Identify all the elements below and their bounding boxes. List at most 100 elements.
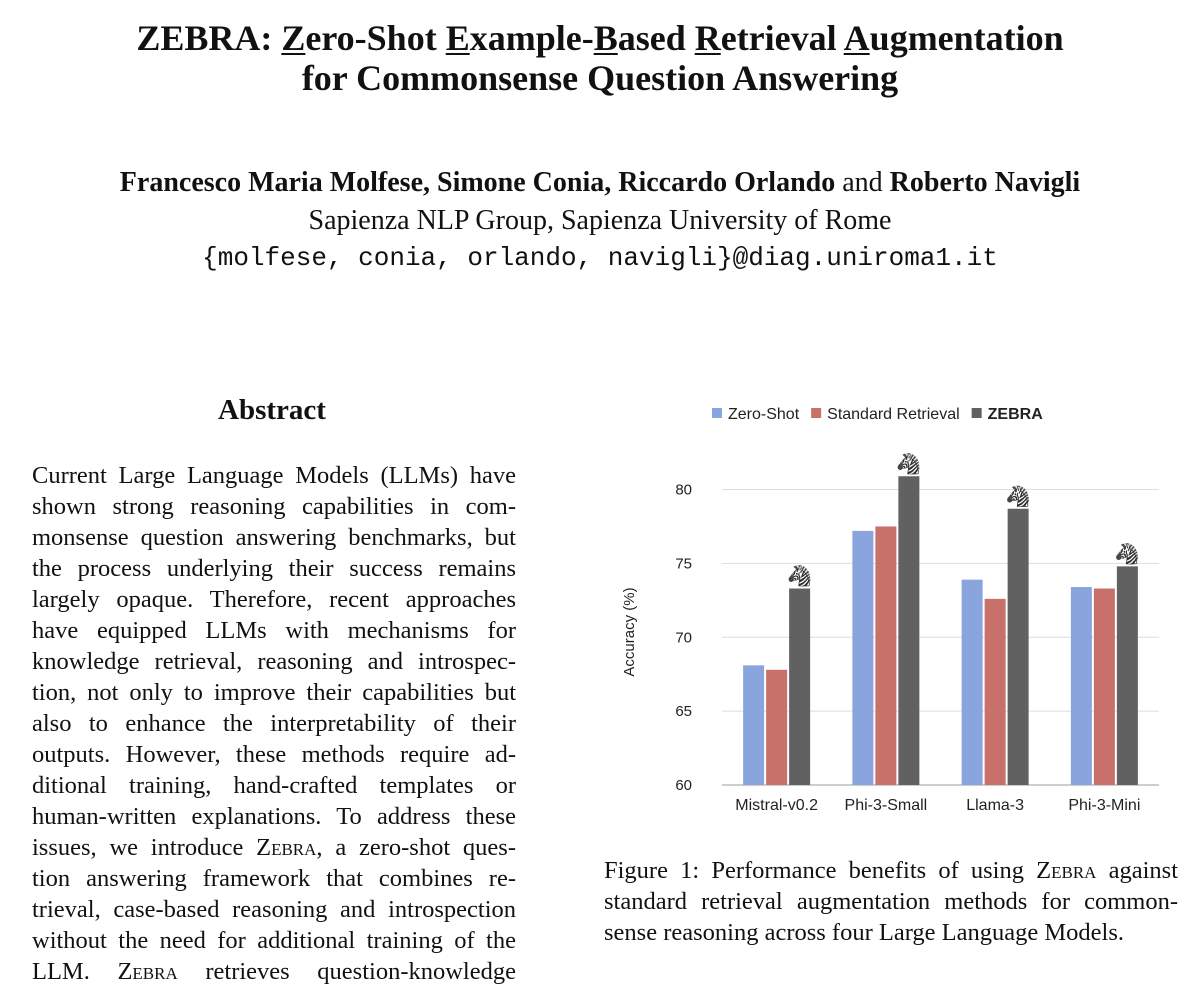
text-run: Figure 1: Performance benefits of using [604, 857, 1037, 884]
abstract-line: the process underlying their success rem… [32, 553, 516, 584]
legend-label: Standard Retrieval [827, 406, 960, 423]
text-run: ditional training, hand-crafted template… [32, 772, 516, 799]
y-axis-label: Accuracy (%) [621, 587, 638, 676]
bar-zebra [1007, 508, 1029, 785]
abstract-line: LLM. Zebra retrieves question-knowledge [32, 956, 516, 987]
text-run: shown strong reasoning capabilities in c… [32, 493, 516, 520]
authors-main: Francesco Maria Molfese, Simone Conia, R… [119, 167, 836, 198]
system-name: Zebra [256, 834, 317, 861]
abstract-line: shown strong reasoning capabilities in c… [32, 491, 516, 522]
text-run: monsense question answering benchmarks, … [32, 524, 516, 551]
y-tick-label: 65 [675, 703, 692, 720]
title-initial: R [694, 18, 721, 58]
abstract-line: have equipped LLMs with mechanisms for [32, 615, 516, 646]
text-run: without the need for additional training… [32, 927, 516, 954]
bar-zero-shot [852, 530, 874, 785]
bar-chart: 🦓 🦓 🦓 🦓 60 65 70 75 80 Mistral-v0.2 Phi-3-Small Ll… [621, 406, 1159, 814]
author-list: Francesco Maria Molfese, Simone Conia, R… [0, 165, 1200, 201]
x-tick-label: Mistral-v0.2 [735, 797, 818, 814]
text-run: retrieves question-knowledge [177, 958, 516, 985]
abstract-line: largely opaque. Therefore, recent approa… [32, 584, 516, 615]
title-segment: ugmentation [869, 18, 1064, 58]
paper-title: ZEBRA: Zero-Shot Example-Based Retrieval… [0, 18, 1200, 98]
abstract-line: outputs. However, these methods require … [32, 739, 516, 770]
bar-standard-retrieval [766, 669, 788, 785]
text-run: human-written explanations. To address t… [32, 803, 516, 830]
abstract-line: issues, we introduce Zebra, a zero-shot … [32, 832, 516, 863]
caption-line: Figure 1: Performance benefits of using … [604, 855, 1178, 886]
abstract-line: ditional training, hand-crafted template… [32, 770, 516, 801]
abstract-line: Current Large Language Models (LLMs) hav… [32, 460, 516, 491]
abstract-line: also to enhance the interpretability of … [32, 708, 516, 739]
bar-standard-retrieval [1093, 588, 1115, 785]
title-initial: Z [281, 18, 306, 58]
x-tick-label: Llama-3 [966, 797, 1024, 814]
legend-label: ZEBRA [988, 406, 1044, 423]
figure-caption: Figure 1: Performance benefits of using … [604, 855, 1178, 948]
figure-1: 🦓 🦓 🦓 🦓 60 65 70 75 80 Mistral-v0.2 Phi-3-Small Ll… [604, 400, 1184, 840]
y-tick-label: 70 [675, 629, 692, 646]
y-tick-label: 60 [675, 777, 692, 794]
text-run: have equipped LLMs with mechanisms for [32, 617, 516, 644]
bar-zebra [898, 476, 920, 785]
title-initial: A [843, 18, 870, 58]
text-run: tion, not only to improve their capabili… [32, 679, 516, 706]
text-run: issues, we introduce [32, 834, 257, 861]
text-run: also to enhance the interpretability of … [32, 710, 516, 737]
abstract-line: tion, not only to improve their capabili… [32, 677, 516, 708]
abstract-line: tion answering framework that combines r… [32, 863, 516, 894]
text-run: , a zero-shot ques- [316, 834, 516, 861]
text-run: the process underlying their success rem… [32, 555, 516, 582]
y-tick-label: 75 [675, 555, 692, 572]
y-tick-label: 80 [675, 482, 692, 499]
title-segment: ZEBRA: [136, 18, 282, 58]
text-run: knowledge retrieval, reasoning and intro… [32, 648, 516, 675]
legend-label: Zero-Shot [728, 406, 800, 423]
text-run: sense reasoning across four Large Langua… [604, 919, 1125, 946]
text-run: largely opaque. Therefore, recent approa… [32, 586, 516, 613]
affiliation: Sapienza NLP Group, Sapienza University … [308, 205, 892, 236]
text-run: against [1096, 857, 1178, 884]
zebra-icon: 🦓 [1115, 541, 1140, 565]
text-run: Current Large Language Models (LLMs) hav… [32, 462, 516, 489]
text-run: tion answering framework that combines r… [32, 865, 516, 892]
text-run: LLM. [32, 958, 118, 985]
zebra-icon: 🦓 [1006, 484, 1031, 508]
title-line-2: for Commonsense Question Answering [301, 58, 899, 98]
legend-swatch [811, 408, 822, 418]
bar-zebra [789, 588, 811, 785]
abstract-line: knowledge retrieval, reasoning and intro… [32, 646, 516, 677]
bar-standard-retrieval [984, 598, 1006, 785]
title-initial: E [445, 18, 470, 58]
abstract-line: human-written explanations. To address t… [32, 801, 516, 832]
system-name: Zebra [1036, 857, 1097, 884]
title-segment: ased [617, 18, 695, 58]
legend-swatch [712, 408, 722, 418]
caption-line: sense reasoning across four Large Langua… [604, 917, 1178, 948]
bar-standard-retrieval [875, 526, 897, 785]
abstract-line: monsense question answering benchmarks, … [32, 522, 516, 553]
abstract-body: Current Large Language Models (LLMs) hav… [32, 460, 516, 987]
title-segment: etrieval [720, 18, 844, 58]
title-initial: B [593, 18, 618, 58]
caption-line: standard retrieval augmentation methods … [604, 886, 1178, 917]
bar-zero-shot [1070, 587, 1092, 785]
title-segment: ero-Shot [305, 18, 446, 58]
bar-zero-shot [743, 665, 765, 785]
authors-last: Roberto Navigli [889, 167, 1081, 198]
legend-swatch [971, 408, 982, 418]
x-tick-label: Phi-3-Mini [1068, 797, 1140, 814]
zebra-icon: 🦓 [896, 451, 921, 475]
abstract-line: trieval, case-based reasoning and intros… [32, 894, 516, 925]
text-run: outputs. However, these methods require … [32, 741, 516, 768]
system-name: Zebra [117, 958, 178, 985]
abstract-heading: Abstract [218, 394, 326, 426]
text-run: trieval, case-based reasoning and intros… [32, 896, 516, 923]
x-tick-label: Phi-3-Small [845, 797, 928, 814]
authors-conjunction: and [842, 167, 883, 198]
bar-zebra [1116, 566, 1138, 785]
zebra-icon: 🦓 [787, 564, 812, 588]
text-run: standard retrieval augmentation methods … [604, 888, 1178, 915]
bar-zero-shot [961, 579, 983, 785]
author-email: {molfese, conia, orlando, navigli}@diag.… [202, 243, 998, 273]
